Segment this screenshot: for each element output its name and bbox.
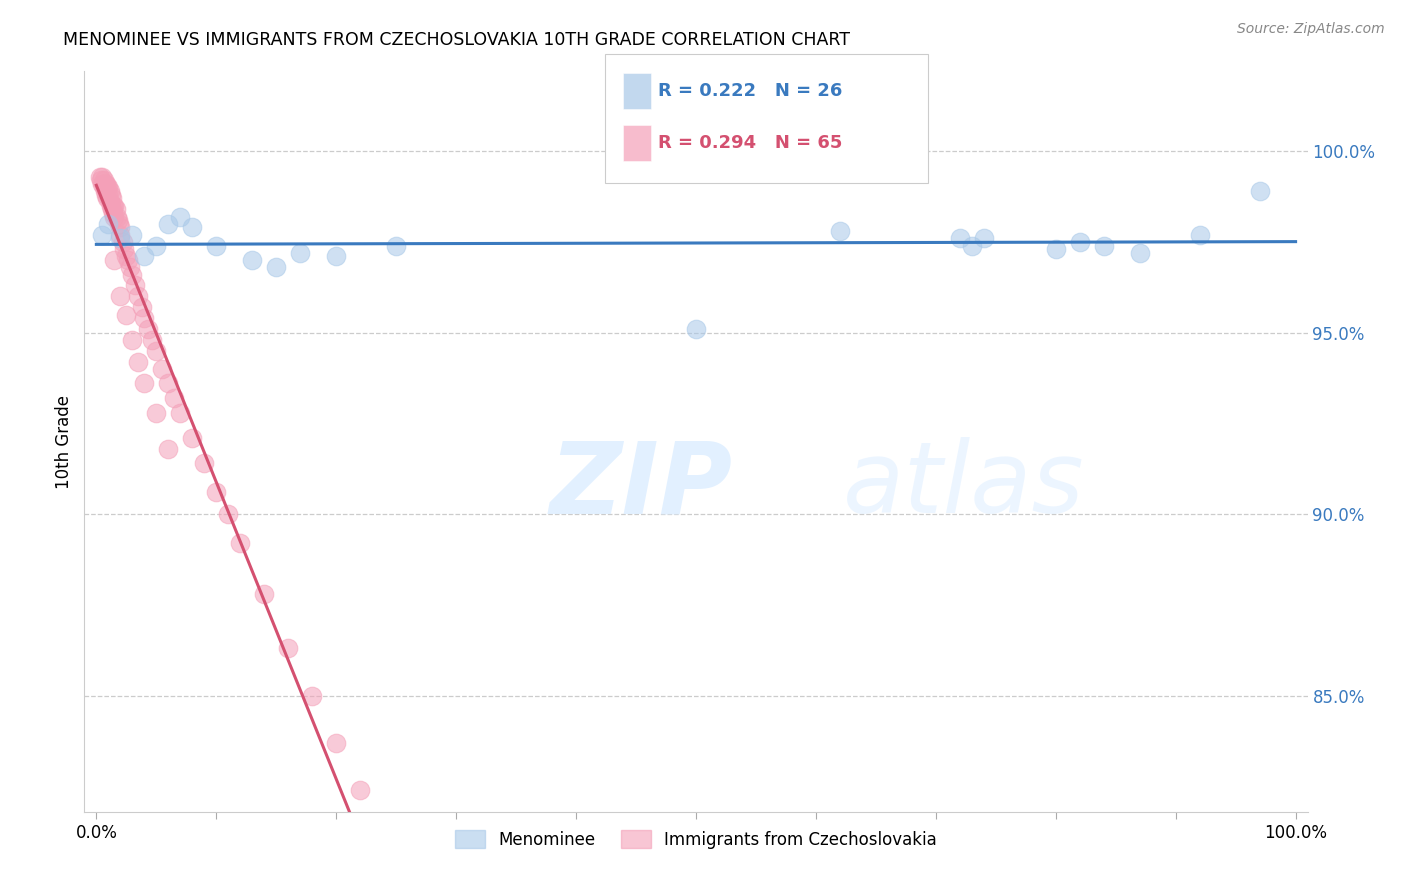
- Text: R = 0.222   N = 26: R = 0.222 N = 26: [658, 82, 842, 100]
- Point: [96, 191, 118, 205]
- Point: [264, 260, 287, 275]
- Text: Source: ZipAtlas.com: Source: ZipAtlas.com: [1237, 22, 1385, 37]
- Point: [103, 253, 125, 268]
- Point: [101, 199, 124, 213]
- Point: [100, 187, 122, 202]
- Point: [91, 227, 114, 242]
- Point: [134, 311, 156, 326]
- Point: [131, 300, 153, 314]
- Point: [181, 431, 204, 445]
- Point: [1129, 245, 1152, 260]
- Point: [301, 689, 323, 703]
- Point: [141, 333, 163, 347]
- Point: [103, 199, 125, 213]
- Point: [1092, 238, 1115, 252]
- Point: [169, 405, 191, 419]
- Point: [118, 260, 141, 275]
- Point: [101, 206, 124, 220]
- Point: [100, 199, 122, 213]
- Point: [145, 405, 167, 419]
- Point: [110, 289, 132, 303]
- Point: [93, 177, 117, 191]
- Point: [1188, 227, 1211, 242]
- Point: [91, 169, 114, 184]
- Point: [94, 187, 117, 202]
- Point: [97, 180, 120, 194]
- Text: MENOMINEE VS IMMIGRANTS FROM CZECHOSLOVAKIA 10TH GRADE CORRELATION CHART: MENOMINEE VS IMMIGRANTS FROM CZECHOSLOVA…: [63, 31, 851, 49]
- Point: [93, 180, 115, 194]
- Point: [145, 238, 167, 252]
- Point: [127, 289, 149, 303]
- Point: [349, 783, 371, 797]
- Y-axis label: 10th Grade: 10th Grade: [55, 394, 73, 489]
- Point: [277, 641, 299, 656]
- Point: [325, 250, 347, 264]
- Point: [385, 238, 408, 252]
- Point: [121, 333, 143, 347]
- Point: [89, 169, 111, 184]
- Point: [121, 268, 143, 282]
- Point: [124, 278, 146, 293]
- Point: [96, 180, 118, 194]
- Point: [91, 177, 114, 191]
- Point: [949, 231, 972, 245]
- Point: [253, 587, 276, 601]
- Point: [205, 485, 228, 500]
- Point: [229, 536, 252, 550]
- Point: [101, 191, 124, 205]
- Point: [101, 202, 124, 217]
- Point: [93, 184, 117, 198]
- Point: [205, 238, 228, 252]
- Point: [973, 231, 995, 245]
- Point: [97, 187, 120, 202]
- Point: [685, 322, 707, 336]
- Point: [97, 217, 120, 231]
- Point: [828, 224, 851, 238]
- Point: [163, 391, 186, 405]
- Point: [150, 362, 173, 376]
- Point: [325, 736, 347, 750]
- Point: [110, 227, 132, 242]
- Text: ZIP: ZIP: [550, 437, 733, 534]
- Point: [110, 231, 132, 245]
- Point: [93, 173, 115, 187]
- Point: [240, 253, 263, 268]
- Point: [115, 308, 138, 322]
- Point: [157, 376, 180, 391]
- Point: [107, 213, 129, 227]
- Point: [960, 238, 983, 252]
- Point: [121, 227, 143, 242]
- Point: [111, 235, 134, 249]
- Point: [169, 210, 191, 224]
- Point: [134, 250, 156, 264]
- Text: atlas: atlas: [842, 437, 1084, 534]
- Point: [217, 507, 239, 521]
- Point: [110, 220, 132, 235]
- Point: [136, 322, 159, 336]
- Point: [105, 210, 128, 224]
- Point: [117, 253, 139, 268]
- Point: [90, 173, 112, 187]
- Point: [103, 210, 125, 224]
- Point: [108, 217, 131, 231]
- Point: [181, 220, 204, 235]
- Point: [157, 217, 180, 231]
- Point: [98, 184, 121, 198]
- Point: [94, 177, 117, 191]
- Point: [115, 250, 138, 264]
- Point: [1069, 235, 1091, 249]
- Legend: Menominee, Immigrants from Czechoslovakia: Menominee, Immigrants from Czechoslovaki…: [449, 823, 943, 855]
- Point: [98, 194, 121, 209]
- Point: [1045, 242, 1067, 256]
- Point: [127, 354, 149, 368]
- Point: [1249, 184, 1271, 198]
- Point: [112, 242, 135, 256]
- Point: [157, 442, 180, 456]
- Text: R = 0.294   N = 65: R = 0.294 N = 65: [658, 134, 842, 152]
- Point: [290, 245, 312, 260]
- Point: [193, 456, 215, 470]
- Point: [104, 202, 127, 217]
- Point: [134, 376, 156, 391]
- Point: [145, 343, 167, 358]
